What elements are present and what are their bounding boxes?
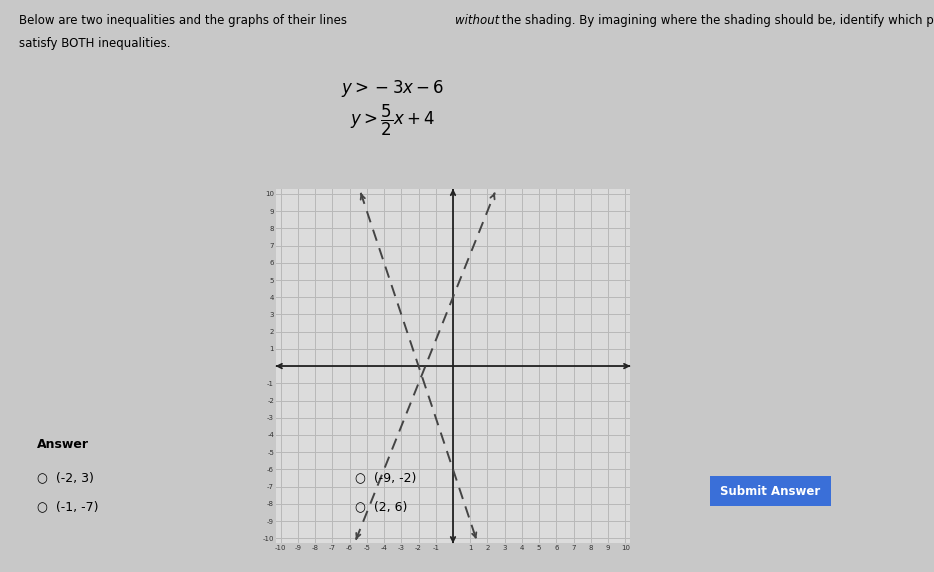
Text: Submit Answer: Submit Answer bbox=[720, 485, 821, 498]
Text: Answer: Answer bbox=[37, 438, 90, 451]
Text: Below are two inequalities and the graphs of their lines: Below are two inequalities and the graph… bbox=[19, 14, 350, 27]
Text: ○  (-9, -2): ○ (-9, -2) bbox=[355, 471, 417, 484]
Text: $y > -3x - 6$: $y > -3x - 6$ bbox=[341, 78, 444, 99]
Text: satisfy BOTH inequalities.: satisfy BOTH inequalities. bbox=[19, 37, 170, 50]
Text: ○  (-2, 3): ○ (-2, 3) bbox=[37, 471, 94, 484]
Text: the shading. By imagining where the shading should be, identify which point woul: the shading. By imagining where the shad… bbox=[498, 14, 934, 27]
Text: $y > \dfrac{5}{2}x + 4$: $y > \dfrac{5}{2}x + 4$ bbox=[349, 102, 435, 138]
Text: ○  (-1, -7): ○ (-1, -7) bbox=[37, 500, 99, 513]
Text: ○  (2, 6): ○ (2, 6) bbox=[355, 500, 407, 513]
Text: without: without bbox=[455, 14, 500, 27]
